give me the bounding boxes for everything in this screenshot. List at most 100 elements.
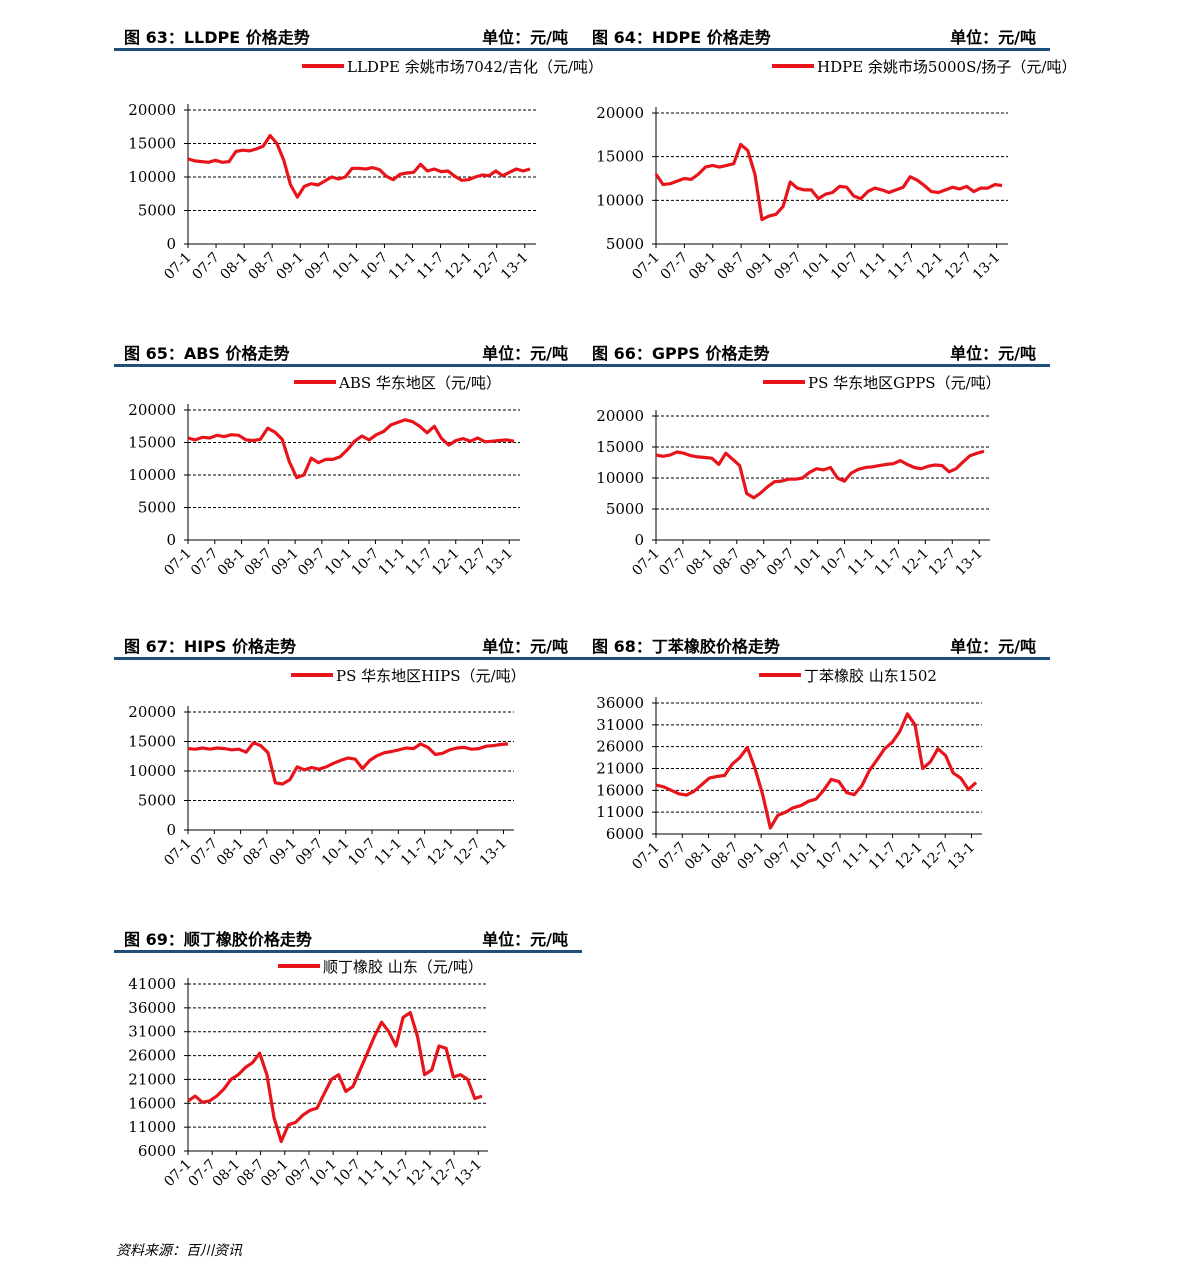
y-tick-label: 20000	[128, 401, 176, 419]
chart-unit: 单位：元/吨	[482, 930, 568, 949]
x-tick-label: 12-7	[926, 546, 960, 580]
panel-fig69: 图 69：顺丁橡胶价格走势 单位：元/吨 6000 11000 16000 21000…	[114, 920, 582, 1220]
series-line	[187, 418, 515, 480]
x-tick-label: 13-1	[452, 1157, 486, 1191]
y-tick-label: 26000	[596, 738, 644, 756]
chart-unit: 单位：元/吨	[950, 28, 1036, 47]
line-chart: 6000 11000 16000 21000 26000 31000 36000 07-107…	[596, 667, 982, 874]
line-chart: 0 5000 10000 15000 20000 07-107-708-108-709-1…	[596, 374, 1000, 580]
x-tick-label: 10-1	[330, 250, 364, 284]
series-line	[187, 741, 509, 786]
x-tick-label: 09-7	[293, 836, 327, 870]
x-tick-label: 08-7	[242, 546, 276, 580]
x-tick-label: 08-1	[214, 836, 248, 870]
x-tick-label: 07-7	[189, 250, 223, 284]
x-tick-label: 08-1	[215, 546, 249, 580]
x-tick-label: 12-1	[899, 546, 933, 580]
panel-fig63: 图 63：LLDPE 价格走势 单位：元/吨 0 5000 10000 15000 20…	[114, 18, 603, 318]
panel-fig68: 图 68：丁苯橡胶价格走势 单位：元/吨 6000 11000 16000 21000…	[582, 627, 1050, 897]
line-chart: 0 5000 10000 15000 20000 07-107-708-108-709-1…	[128, 667, 525, 870]
chart-title: 图 68：丁苯橡胶价格走势	[592, 637, 780, 656]
x-tick-label: 13-1	[945, 840, 979, 874]
x-tick-label: 13-1	[952, 546, 986, 580]
x-tick-label: 13-1	[477, 836, 511, 870]
x-tick-label: 10-7	[358, 250, 392, 284]
x-tick-label: 09-7	[761, 840, 795, 874]
y-tick-label: 5000	[138, 202, 176, 220]
legend-label: LLDPE 余姚市场7042/吉化（元/吨）	[347, 58, 603, 76]
y-tick-label: 36000	[128, 999, 176, 1017]
x-tick-label: 08-7	[240, 836, 274, 870]
x-tick-label: 09-1	[268, 546, 302, 580]
y-tick-label: 0	[166, 235, 176, 253]
y-tick-label: 31000	[128, 1023, 176, 1041]
y-tick-label: 21000	[596, 760, 644, 778]
x-tick-label: 10-1	[800, 250, 834, 284]
panel-fig65: 图 65：ABS 价格走势 单位：元/吨 0 5000 10000 15000 2000…	[114, 334, 582, 619]
x-tick-label: 07-7	[656, 840, 690, 874]
y-tick-label: 5000	[606, 500, 644, 518]
x-tick-label: 09-1	[737, 546, 771, 580]
x-tick-label: 07-7	[188, 836, 222, 870]
panel-header: 图 68：丁苯橡胶价格走势 单位：元/吨	[582, 627, 1050, 660]
y-tick-label: 10000	[128, 168, 176, 186]
chart-unit: 单位：元/吨	[482, 28, 568, 47]
x-tick-label: 10-7	[828, 250, 862, 284]
y-tick-label: 20000	[596, 104, 644, 122]
source-note: 资料来源：百川资讯	[116, 1243, 242, 1259]
x-tick-label: 11-1	[375, 546, 409, 580]
series-line	[655, 712, 978, 830]
x-tick-label: 10-1	[322, 546, 356, 580]
panel-header: 图 64：HDPE 价格走势 单位：元/吨	[582, 18, 1050, 51]
y-tick-label: 41000	[128, 975, 176, 993]
x-tick-label: 12-1	[424, 836, 458, 870]
y-tick-label: 15000	[596, 438, 644, 456]
x-tick-label: 10-7	[818, 546, 852, 580]
x-tick-label: 08-7	[710, 546, 744, 580]
y-tick-label: 16000	[596, 781, 644, 799]
y-tick-label: 0	[166, 531, 176, 549]
x-tick-label: 12-1	[913, 250, 947, 284]
x-tick-label: 11-7	[885, 250, 919, 284]
x-tick-label: 10-1	[791, 546, 825, 580]
y-tick-label: 0	[634, 531, 644, 549]
y-tick-label: 31000	[596, 716, 644, 734]
x-tick-label: 07-1	[161, 250, 195, 284]
y-tick-label: 15000	[596, 148, 644, 166]
series-line	[187, 1010, 483, 1144]
x-tick-label: 08-1	[682, 840, 716, 874]
y-tick-label: 10000	[128, 762, 176, 780]
x-tick-label: 09-1	[743, 250, 777, 284]
legend-label: 丁苯橡胶 山东1502	[804, 667, 937, 685]
x-tick-label: 11-1	[386, 250, 420, 284]
y-tick-label: 5000	[138, 792, 176, 810]
x-tick-label: 07-7	[656, 546, 690, 580]
x-tick-label: 11-7	[402, 546, 436, 580]
chart-title: 图 63：LLDPE 价格走势	[124, 28, 310, 47]
x-tick-label: 12-1	[442, 250, 476, 284]
x-tick-label: 10-7	[349, 546, 383, 580]
series-line	[654, 142, 1003, 222]
line-chart: 5000 10000 15000 20000 07-107-708-108-709-10…	[596, 58, 1076, 284]
panel-fig64: 图 64：HDPE 价格走势 单位：元/吨 5000 10000 15000 2000…	[582, 18, 1076, 318]
chart-title: 图 66：GPPS 价格走势	[592, 344, 770, 363]
y-tick-label: 10000	[596, 469, 644, 487]
x-tick-label: 08-7	[708, 840, 742, 874]
x-tick-label: 10-7	[345, 836, 379, 870]
x-tick-label: 11-7	[872, 546, 906, 580]
chart-title: 图 65：ABS 价格走势	[124, 344, 290, 363]
x-tick-label: 09-7	[771, 250, 805, 284]
x-tick-label: 07-1	[629, 840, 663, 874]
x-tick-label: 08-7	[714, 250, 748, 284]
y-tick-label: 20000	[596, 407, 644, 425]
x-tick-label: 07-1	[161, 546, 195, 580]
chart-unit: 单位：元/吨	[482, 637, 568, 656]
x-tick-label: 12-7	[470, 250, 504, 284]
chart-title: 图 67：HIPS 价格走势	[124, 637, 297, 656]
y-tick-label: 15000	[128, 434, 176, 452]
x-tick-label: 09-7	[764, 546, 798, 580]
y-tick-label: 5000	[138, 499, 176, 517]
chart-unit: 单位：元/吨	[950, 637, 1036, 656]
x-tick-label: 10-1	[319, 836, 353, 870]
x-tick-label: 13-1	[483, 546, 517, 580]
